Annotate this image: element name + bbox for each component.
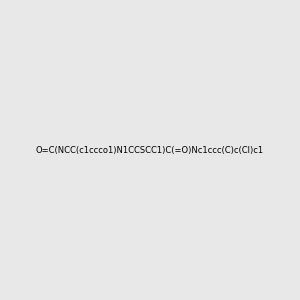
Text: O=C(NCC(c1ccco1)N1CCSCC1)C(=O)Nc1ccc(C)c(Cl)c1: O=C(NCC(c1ccco1)N1CCSCC1)C(=O)Nc1ccc(C)c…: [36, 146, 264, 154]
